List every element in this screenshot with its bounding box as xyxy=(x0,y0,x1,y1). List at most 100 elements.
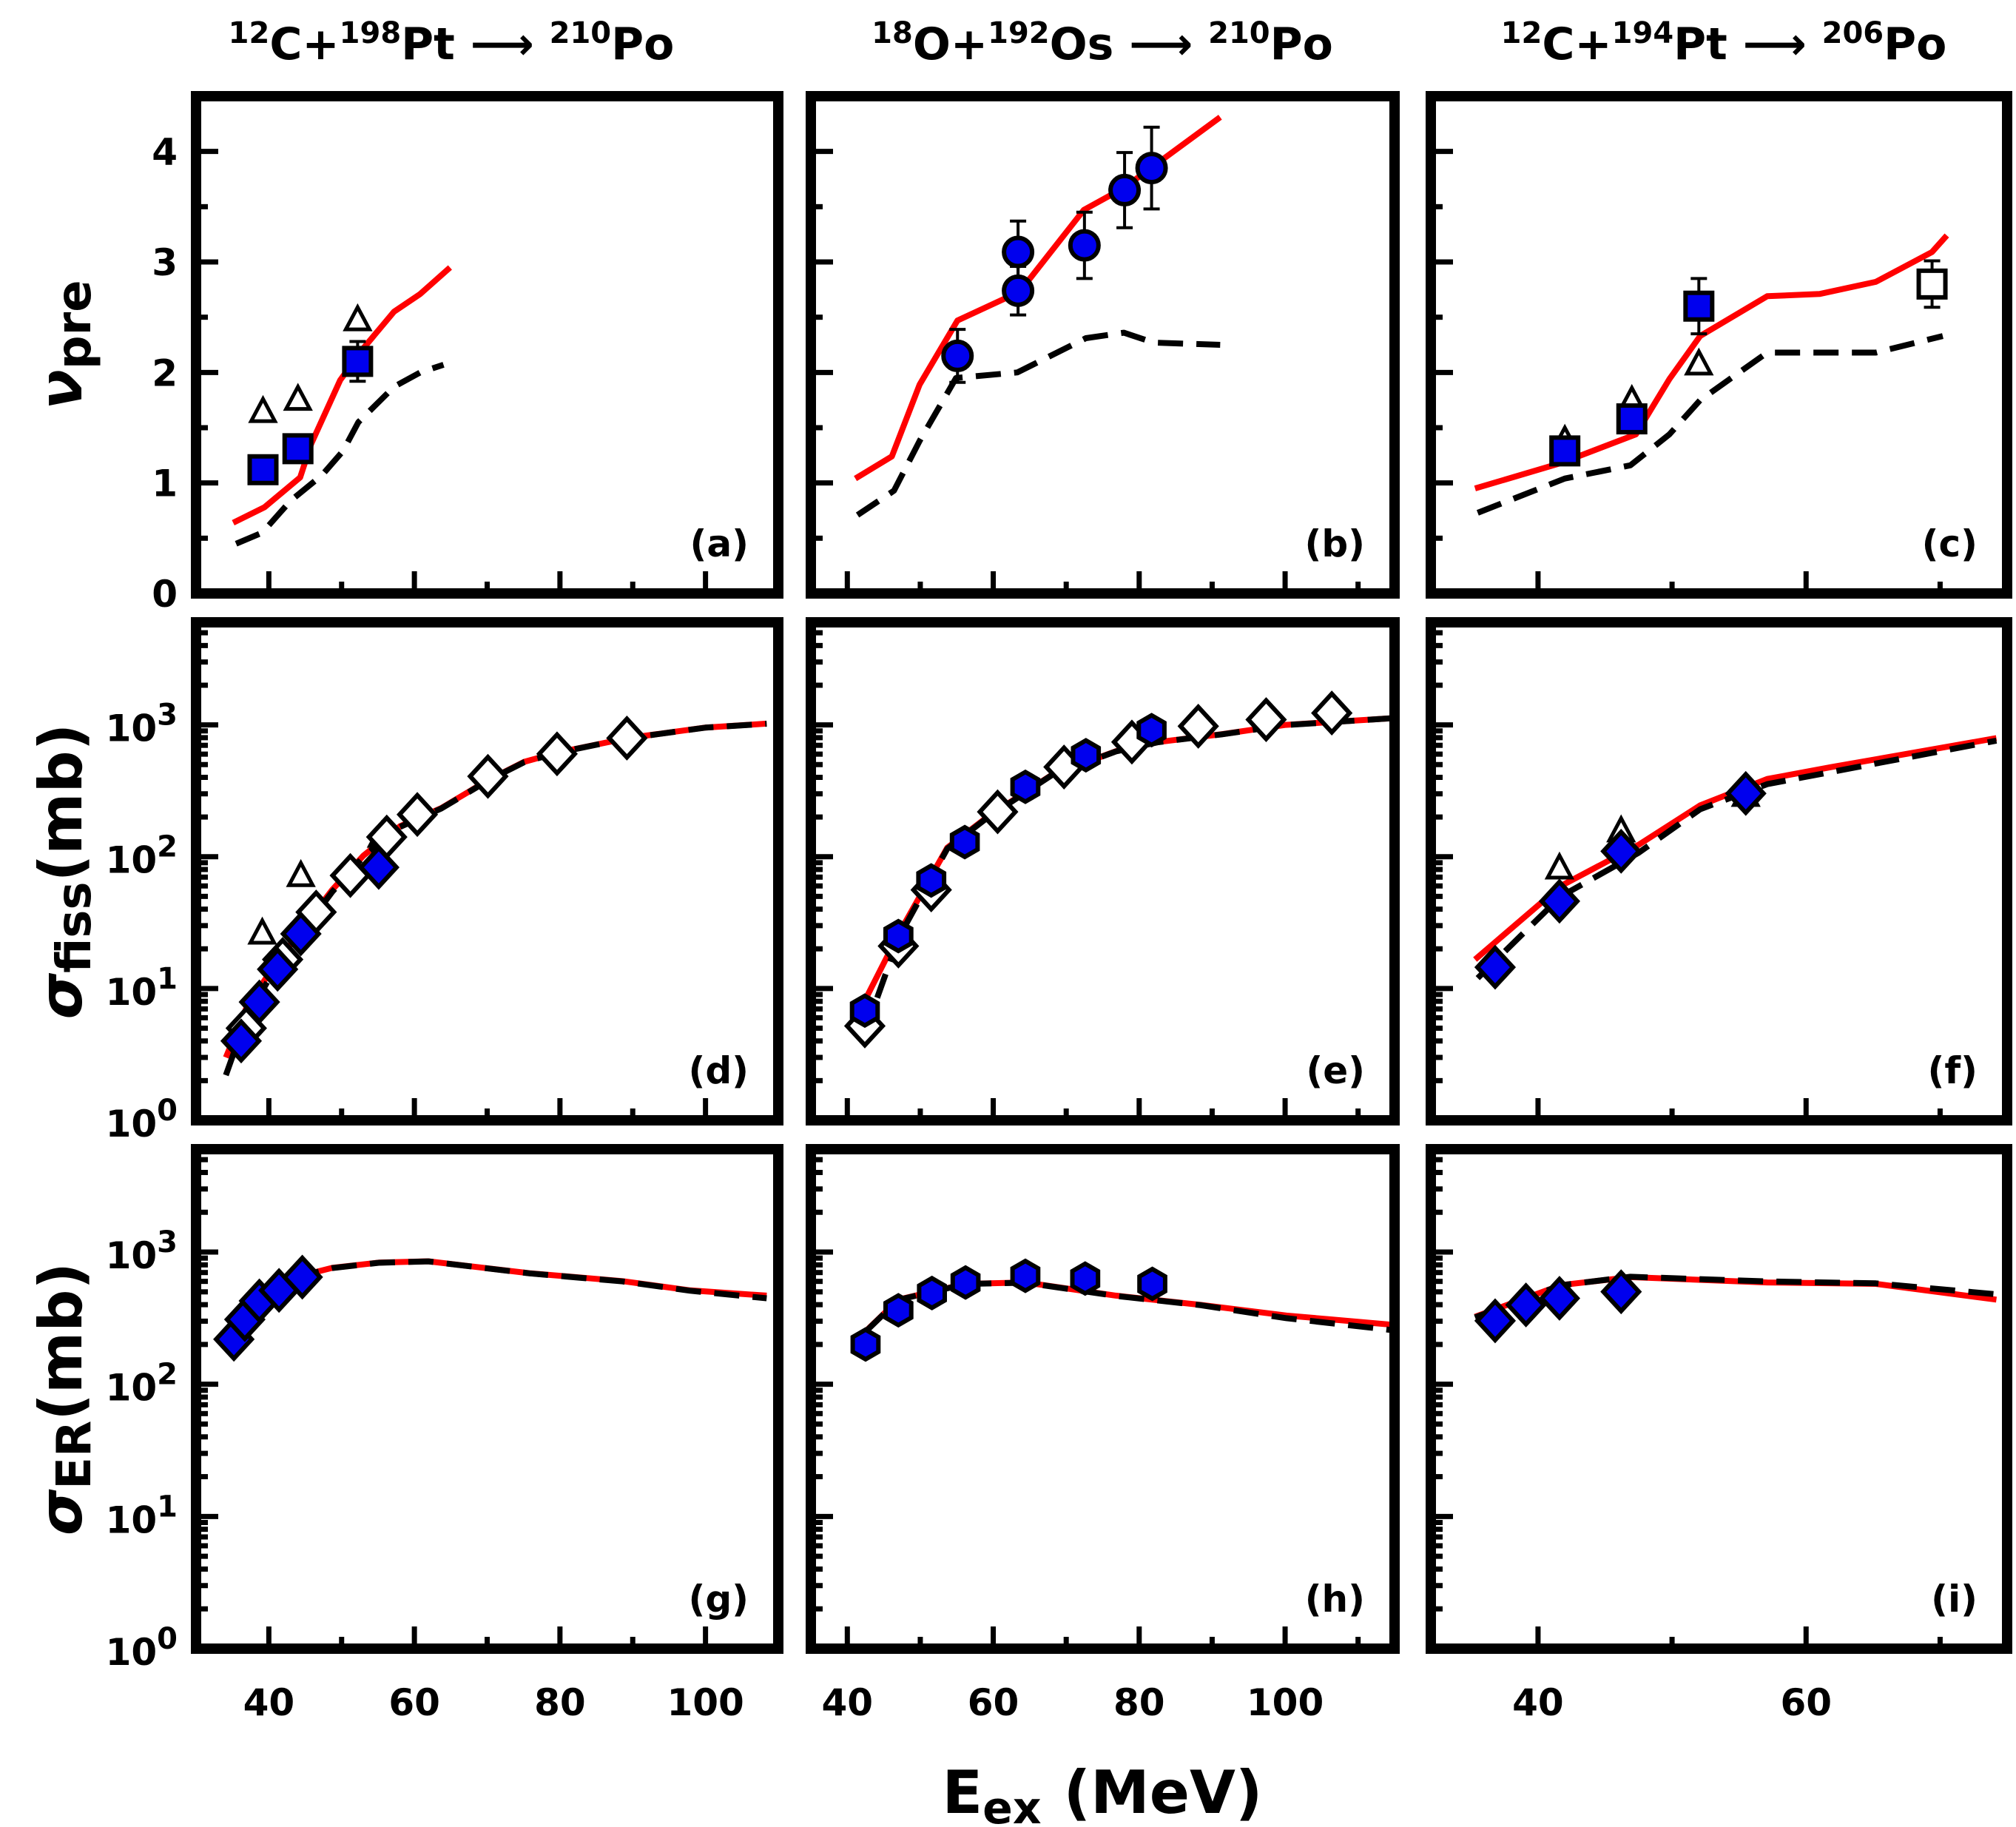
title-text: O+ xyxy=(913,18,988,70)
tick-exponent: 3 xyxy=(157,699,178,733)
data-point xyxy=(606,716,648,761)
data-point xyxy=(238,979,280,1025)
y-tick-label: 3 xyxy=(152,241,178,284)
panel-label: (h) xyxy=(1305,1578,1365,1621)
data-point xyxy=(1311,690,1353,736)
data-point xyxy=(342,340,374,383)
data-point xyxy=(916,863,947,898)
panel-frame xyxy=(191,617,783,1126)
data-point xyxy=(343,303,373,332)
y-label-unit: (mb) xyxy=(27,1262,95,1421)
filled-square-marker xyxy=(1683,290,1715,322)
y-tick-label: 103 xyxy=(106,1225,178,1277)
data-point xyxy=(1725,770,1767,816)
title-superscript: 198 xyxy=(340,16,402,50)
data-point xyxy=(977,789,1019,835)
open-diamond-marker xyxy=(606,716,648,761)
panel-f: (f) xyxy=(1426,617,2012,1126)
model-dashed-line xyxy=(855,329,1221,518)
tick-base: 10 xyxy=(106,971,158,1014)
plot-area xyxy=(1473,735,1998,990)
filled-diamond-marker xyxy=(280,911,322,957)
model-dashed-line xyxy=(1476,333,1943,516)
tick-base: 10 xyxy=(106,1631,158,1674)
filled-diamond-marker xyxy=(1538,878,1580,924)
filled-circle-marker xyxy=(1108,173,1142,206)
data-point xyxy=(949,824,980,860)
filled-hexagon-marker xyxy=(949,824,980,860)
y-label-subscript: ER xyxy=(47,1421,102,1490)
data-point xyxy=(396,792,439,838)
filled-hexagon-marker xyxy=(1071,738,1102,773)
filled-hexagon-marker xyxy=(883,1293,914,1328)
data-point xyxy=(283,383,313,411)
panel-frame xyxy=(1426,617,2012,1126)
y-tick-label: 1 xyxy=(152,462,178,505)
data-point xyxy=(280,911,322,957)
tick-base: 10 xyxy=(106,1103,158,1145)
filled-diamond-marker xyxy=(357,844,400,890)
open-square-marker xyxy=(1916,268,1948,300)
model-dashed-line xyxy=(1474,1273,1997,1321)
data-point xyxy=(917,1275,947,1310)
title-text: C+ xyxy=(269,18,339,70)
x-axis-label-sub: ex xyxy=(982,1783,1041,1827)
open-diamond-marker xyxy=(977,789,1019,835)
filled-circle-marker xyxy=(941,339,974,372)
plot-area xyxy=(843,690,1391,1049)
title-superscript: 206 xyxy=(1822,16,1884,50)
filled-diamond-marker xyxy=(220,1018,263,1064)
x-tick-label: 40 xyxy=(822,1681,874,1724)
y-tick-label: 102 xyxy=(106,1358,178,1410)
filled-diamond-marker xyxy=(1474,1298,1517,1344)
title-text: Po xyxy=(1270,18,1333,70)
data-point xyxy=(281,1254,323,1300)
panel-label: (e) xyxy=(1306,1049,1365,1092)
x-axis-label: Eex (MeV) xyxy=(943,1758,1263,1827)
x-tick-label: 100 xyxy=(667,1681,744,1724)
panel-b: (b) xyxy=(806,91,1400,599)
tick-exponent: 0 xyxy=(157,1622,178,1656)
plot-area xyxy=(1474,233,1949,516)
open-diamond-marker xyxy=(1311,690,1353,736)
filled-hexagon-marker xyxy=(1070,1261,1101,1296)
tick-base: 10 xyxy=(106,1367,158,1410)
panel-frame xyxy=(1426,91,2012,599)
x-axis-label-unit: (MeV) xyxy=(1064,1758,1263,1827)
title-text: C+ xyxy=(1542,18,1611,70)
data-point xyxy=(1538,1276,1580,1321)
y-tick-label: 2 xyxy=(152,351,178,394)
data-point xyxy=(1683,277,1715,336)
panel-label: (i) xyxy=(1931,1578,1978,1621)
title-text: ⟶ xyxy=(1113,18,1208,70)
filled-diamond-marker xyxy=(1600,1269,1642,1315)
data-point xyxy=(1010,1258,1041,1293)
filled-square-marker xyxy=(1549,435,1581,467)
data-point xyxy=(950,1265,981,1300)
open-diamond-marker xyxy=(1177,703,1219,749)
filled-hexagon-marker xyxy=(917,1275,947,1310)
y-tick-label: 100 xyxy=(106,1622,178,1674)
y-axis-label-row-3: σER(mb) xyxy=(27,1262,102,1535)
data-point xyxy=(286,858,316,887)
data-point xyxy=(1071,738,1102,773)
data-point xyxy=(467,753,509,799)
title-superscript: 210 xyxy=(1208,16,1270,50)
panel-frame xyxy=(806,91,1400,599)
panel-e: (e) xyxy=(806,617,1400,1126)
y-tick-label: 4 xyxy=(152,131,178,174)
data-point xyxy=(247,916,277,945)
title-text: Os xyxy=(1050,18,1114,70)
tick-exponent: 0 xyxy=(157,1094,178,1128)
plot-area xyxy=(850,1258,1392,1362)
open-triangle-marker xyxy=(1544,851,1575,880)
filled-hexagon-marker xyxy=(850,1327,881,1362)
y-axis-label-row-1: νpre xyxy=(27,280,102,409)
data-point xyxy=(1010,769,1041,804)
open-triangle-marker xyxy=(247,916,277,945)
filled-diamond-marker xyxy=(238,979,280,1025)
filled-circle-marker xyxy=(1135,152,1168,185)
